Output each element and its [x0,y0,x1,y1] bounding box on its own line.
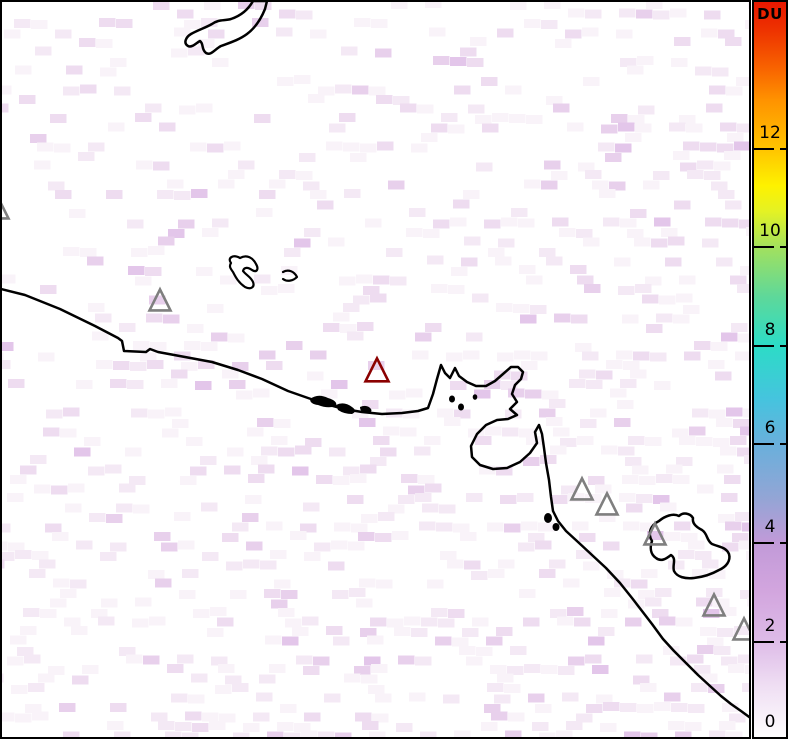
colorbar-tick-label: 6 [764,418,776,438]
colorbar-gradient [754,2,786,737]
volcano-marker [569,475,595,501]
colorbar-tick-line [754,345,774,347]
colorbar-tick-label: 12 [759,123,781,143]
island-small-west [228,255,259,290]
volcano-marker [147,286,173,312]
coastal-lagoon-south [552,523,560,531]
volcano-marker-layer [0,198,751,641]
colorbar-tick-line [780,148,786,150]
colorbar-tick-line [780,345,786,347]
colorbar-tick-line [780,443,786,445]
colorbar-tick-line [780,542,786,544]
pixel-data-layer [0,0,751,739]
colorbar-tick-label: 4 [764,517,776,537]
colorbar-tick-line [780,641,786,643]
colorbar-tick-line [754,148,774,150]
colorbar-tick-line [754,246,774,248]
bay-islet [449,395,455,403]
island-north [184,0,269,55]
colorbar-tick-label: 10 [759,221,781,241]
coastal-lagoon-west [310,395,337,408]
bay-islet [458,403,464,411]
volcano-marker [642,520,668,546]
map-panel [0,0,751,739]
colorbar-tick-line [754,542,774,544]
island-southeast [648,512,731,580]
coastline-layer [0,0,751,720]
colorbar-title: DU [757,5,783,23]
volcano-marker [0,198,11,220]
coastal-lagoon-east [360,405,372,413]
volcano-marker [701,591,727,617]
colorbar-tick-label: 0 [764,712,776,732]
colorbar-tick-line [754,443,774,445]
volcano-marker [363,355,391,383]
colorbar-tick-line [780,246,786,248]
colorbar: DU 12 10 8 6 4 2 0 [752,0,788,739]
coastal-lagoon-mid [336,403,355,414]
coastline-mainland [0,287,751,720]
map-canvas [0,0,751,739]
bay-islet [472,394,478,400]
island-small-chevron [281,269,299,282]
colorbar-tick-label: 2 [764,616,776,636]
coastal-lagoon-south [544,513,552,523]
colorbar-tick-label: 8 [764,320,776,340]
colorbar-tick-line [754,641,774,643]
volcano-marker [594,490,620,516]
